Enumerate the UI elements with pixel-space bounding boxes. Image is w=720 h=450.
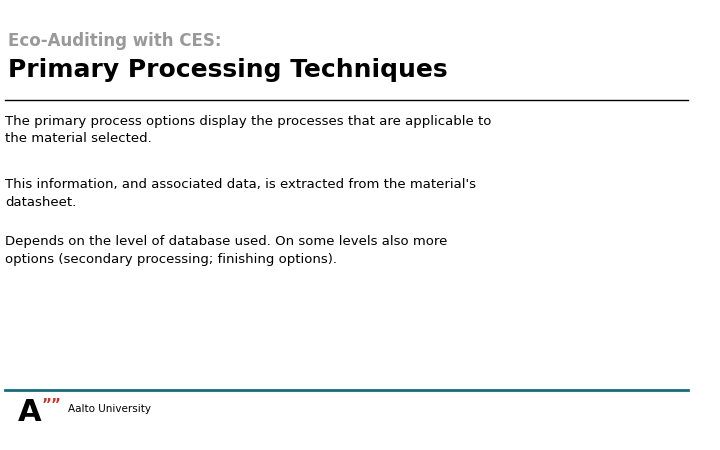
Text: ””: ”” [42,398,62,413]
Text: A: A [18,398,42,427]
Text: This information, and associated data, is extracted from the material's
datashee: This information, and associated data, i… [5,178,476,208]
Text: Aalto University: Aalto University [68,404,151,414]
Text: Depends on the level of database used. On some levels also more
options (seconda: Depends on the level of database used. O… [5,235,447,266]
Text: Primary Processing Techniques: Primary Processing Techniques [8,58,448,82]
Text: Eco-Auditing with CES:: Eco-Auditing with CES: [8,32,222,50]
Text: The primary process options display the processes that are applicable to
the mat: The primary process options display the … [5,115,491,145]
